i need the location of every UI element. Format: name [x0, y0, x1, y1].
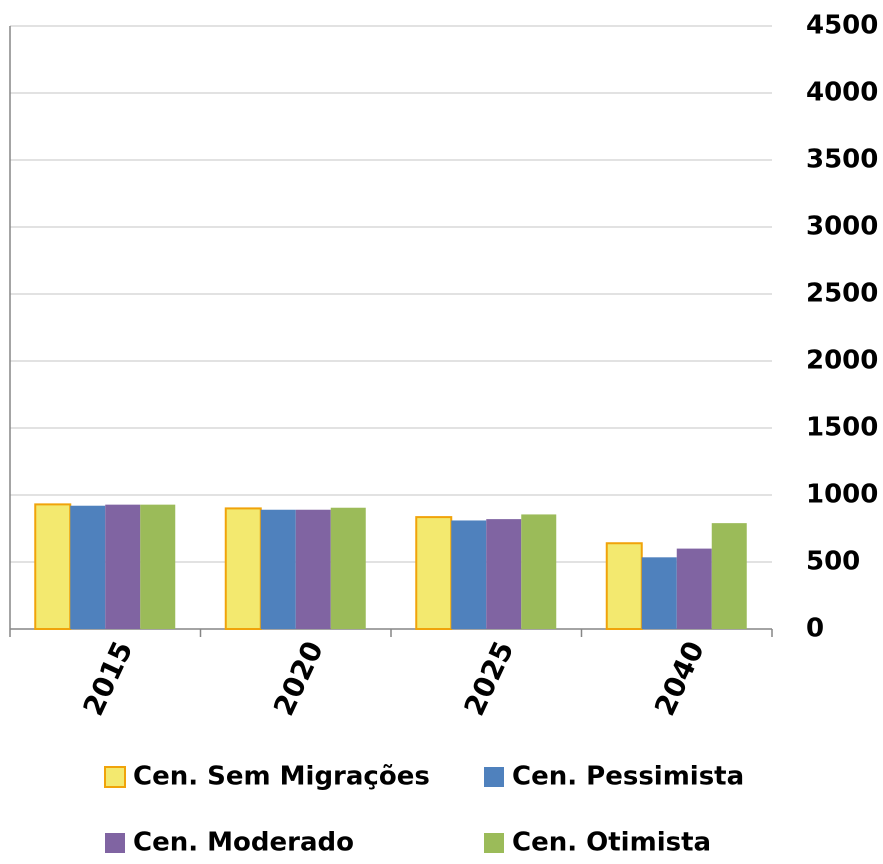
- bar: [295, 509, 331, 629]
- bar: [605, 542, 643, 630]
- y-tick-label: 3000: [806, 212, 878, 242]
- bar: [140, 504, 176, 629]
- y-tick-label: 2500: [806, 279, 878, 309]
- y-tick-label: 0: [806, 614, 824, 644]
- x-tick-label: 2015: [76, 636, 139, 721]
- y-tick-label: 4500: [806, 11, 878, 41]
- legend-label: Cen. Pessimista: [512, 762, 744, 792]
- bar: [711, 523, 747, 629]
- bar: [521, 514, 557, 629]
- y-tick-label: 2000: [806, 346, 878, 376]
- legend-label: Cen. Moderado: [133, 828, 354, 858]
- bar: [260, 509, 296, 629]
- y-tick-label: 1500: [806, 413, 878, 443]
- x-tick-label: 2025: [457, 636, 520, 721]
- legend-swatch: [104, 766, 126, 788]
- bar: [105, 504, 141, 629]
- bar: [676, 548, 712, 629]
- bar: [34, 503, 72, 631]
- bar: [224, 507, 262, 630]
- bar: [330, 507, 366, 629]
- legend-swatch: [484, 767, 504, 787]
- legend-swatch: [105, 833, 125, 853]
- y-tick-label: 1000: [806, 480, 878, 510]
- legend-label: Cen. Sem Migrações: [133, 762, 430, 792]
- y-tick-label: 4000: [806, 78, 878, 108]
- y-tick-label: 3500: [806, 145, 878, 175]
- bar: [486, 519, 522, 629]
- bar: [70, 505, 106, 629]
- bar: [641, 557, 677, 629]
- bar: [451, 520, 487, 629]
- bar: [415, 516, 453, 630]
- y-tick-label: 500: [806, 547, 860, 577]
- x-tick-label: 2040: [648, 636, 711, 721]
- legend-swatch: [484, 833, 504, 853]
- legend-label: Cen. Otimista: [512, 828, 711, 858]
- x-tick-label: 2020: [267, 636, 330, 721]
